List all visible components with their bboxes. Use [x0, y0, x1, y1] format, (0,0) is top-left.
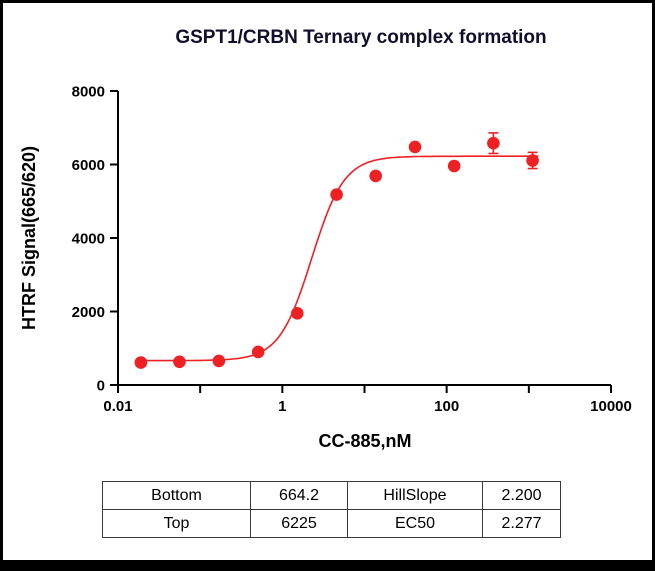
- data-point: [487, 136, 500, 150]
- y-tick-label: 4000: [72, 231, 105, 248]
- data-point: [291, 307, 304, 320]
- x-tick-label: 100: [434, 398, 459, 415]
- param-name: EC50: [347, 509, 483, 538]
- table-row: Bottom 664.2 HillSlope 2.200: [102, 481, 561, 510]
- data-point: [369, 169, 383, 183]
- data-point: [173, 355, 186, 369]
- data-point: [251, 345, 265, 359]
- param-name: Top: [102, 509, 251, 538]
- y-axis-label: HTRF Signal(665/620): [19, 146, 39, 330]
- param-value: 2.277: [482, 509, 561, 538]
- dose-response-chart: GSPT1/CRBN Ternary complex formation HTR…: [19, 27, 632, 451]
- data-point: [134, 356, 148, 369]
- y-tick-label: 8000: [72, 84, 105, 101]
- param-value: 664.2: [250, 481, 348, 510]
- fit-results-table: Bottom 664.2 HillSlope 2.200 Top 6225 EC…: [102, 481, 561, 538]
- table-row: Top 6225 EC50 2.277: [102, 509, 561, 538]
- x-tick-label: 10000: [590, 398, 632, 415]
- param-name: HillSlope: [347, 481, 483, 510]
- data-point: [526, 154, 539, 167]
- y-tick-label: 6000: [72, 157, 105, 174]
- y-tick-label: 2000: [72, 304, 105, 321]
- data-point: [447, 159, 461, 173]
- x-tick-label: 0.01: [103, 398, 132, 415]
- param-value: 2.200: [482, 481, 561, 510]
- data-point: [408, 140, 422, 154]
- plot-area: 0 2000 4000 6000 8000 0.01 1 100 10000: [72, 84, 632, 416]
- chart-title: GSPT1/CRBN Ternary complex formation: [175, 27, 546, 48]
- y-tick-label: 0: [97, 378, 105, 395]
- data-point: [212, 354, 226, 368]
- param-value: 6225: [250, 509, 348, 538]
- param-name: Bottom: [102, 481, 251, 510]
- data-point: [330, 188, 343, 201]
- fit-curve: [134, 155, 539, 362]
- x-tick-label: 1: [278, 398, 286, 415]
- x-axis-label: CC-885,nM: [318, 431, 411, 451]
